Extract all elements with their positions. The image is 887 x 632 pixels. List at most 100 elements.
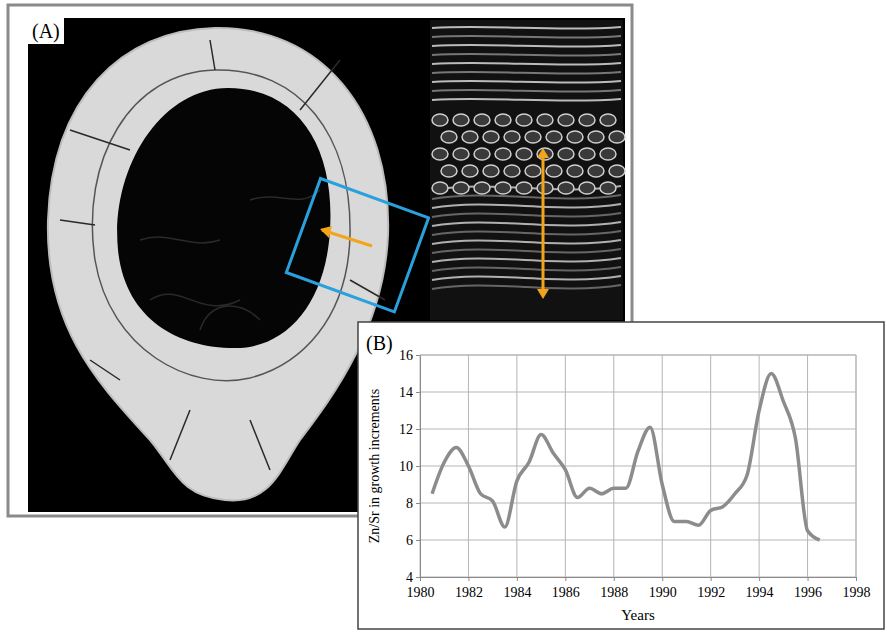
- axis-line: [421, 578, 857, 582]
- micrograph-osteon: [516, 182, 532, 194]
- micrograph-band: [432, 258, 621, 262]
- tick: 1982: [455, 577, 483, 600]
- bone-crack: [250, 420, 270, 470]
- micrograph-inset: [430, 20, 625, 320]
- tick: 14: [399, 385, 420, 400]
- micrograph-osteon: [432, 114, 448, 126]
- tick-mark: [416, 429, 420, 430]
- bone-crack: [200, 306, 260, 330]
- x-axis-title: Years: [621, 607, 655, 623]
- micrograph-osteon: [525, 131, 541, 143]
- grid-line-y: [420, 540, 856, 541]
- tick-mark: [416, 355, 420, 356]
- tick: 1992: [697, 577, 725, 600]
- tick: 12: [399, 422, 420, 437]
- tick-label: 6: [406, 533, 413, 548]
- micrograph-osteon: [558, 148, 574, 160]
- tick: 16: [399, 348, 420, 363]
- medullary-cavity: [117, 88, 330, 348]
- micrograph-band: [432, 36, 621, 38]
- micrograph-band: [432, 72, 621, 74]
- micrograph-osteon: [546, 131, 562, 143]
- micrograph-osteon: [567, 131, 583, 143]
- micrograph-osteon: [600, 148, 616, 160]
- y-axis-title: Zn/Sr in growth increments: [367, 389, 382, 543]
- grid-line-y: [420, 466, 856, 467]
- micrograph-band: [432, 222, 621, 226]
- bone-crack: [210, 40, 215, 70]
- tick-label: 1980: [407, 585, 435, 600]
- inset-arrowhead: [537, 289, 549, 299]
- micrograph-osteon: [453, 148, 469, 160]
- bone-crack: [250, 190, 320, 200]
- micrograph-osteon: [588, 165, 604, 177]
- micrograph-osteon: [537, 182, 553, 194]
- micrograph-band: [432, 213, 621, 217]
- tick-mark: [517, 577, 518, 581]
- grid-line-y: [420, 392, 856, 393]
- inset-arrow: [542, 155, 545, 292]
- tick-label: 1986: [552, 585, 580, 600]
- tick-label: 4: [406, 570, 413, 585]
- tick-label: 1988: [600, 585, 628, 600]
- tick-label: 1994: [746, 585, 774, 600]
- tick-mark: [662, 577, 663, 581]
- micrograph-osteon: [462, 165, 478, 177]
- tick-mark: [416, 577, 420, 578]
- plot-frame: [856, 355, 857, 577]
- tick-label: 1992: [697, 585, 725, 600]
- micrograph-osteon: [483, 165, 499, 177]
- tick: 10: [399, 459, 420, 474]
- micrograph-osteon: [495, 114, 511, 126]
- micrograph-band: [432, 54, 621, 56]
- tick-mark: [808, 577, 809, 581]
- micrograph-osteon: [474, 182, 490, 194]
- micrograph-osteon: [609, 131, 625, 143]
- micrograph-osteon: [567, 165, 583, 177]
- micrograph-osteon: [432, 182, 448, 194]
- tick: 1990: [649, 577, 677, 600]
- micrograph-band: [432, 276, 621, 280]
- tick-label: 1998: [843, 585, 871, 600]
- data-line: [432, 374, 820, 541]
- tick-label: 16: [399, 348, 413, 363]
- tick: 1998: [843, 577, 871, 600]
- micrograph-osteon: [441, 131, 457, 143]
- micrograph-osteon: [504, 131, 520, 143]
- tick-label: 10: [399, 459, 413, 474]
- micrograph-osteon: [600, 182, 616, 194]
- tick-mark: [759, 577, 760, 581]
- tick: 8: [406, 496, 420, 511]
- panel-label: (B): [366, 332, 393, 355]
- bone-section: [48, 28, 388, 501]
- tick-label: 1996: [794, 585, 822, 600]
- tick-label: 1982: [455, 585, 483, 600]
- tick-mark: [416, 466, 420, 467]
- tick: 1994: [746, 577, 774, 600]
- grid-line-y: [420, 429, 856, 430]
- panel-label: (A): [32, 20, 60, 43]
- bone-crack: [60, 220, 95, 225]
- tick-mark: [416, 503, 420, 504]
- micrograph-osteon: [579, 114, 595, 126]
- panel-b-frame: [358, 322, 884, 629]
- tick-mark: [856, 577, 857, 581]
- tick-label: 1990: [649, 585, 677, 600]
- micrograph-osteon: [579, 182, 595, 194]
- tick: 4: [406, 570, 420, 585]
- micrograph-osteon: [525, 165, 541, 177]
- micrograph-osteon: [537, 148, 553, 160]
- y-axis: 4 6 8 10 12 14 16: [399, 348, 421, 585]
- bone-crack: [90, 360, 120, 380]
- grid-line-y: [420, 503, 856, 504]
- micrograph-band: [432, 231, 621, 235]
- bone-crack: [300, 60, 340, 110]
- micrograph-osteon: [495, 148, 511, 160]
- micrograph-band: [432, 27, 621, 29]
- micrograph-background: [430, 20, 623, 320]
- micrograph-osteon: [453, 114, 469, 126]
- tick-label: 12: [399, 422, 413, 437]
- micrograph-osteon: [474, 148, 490, 160]
- micrograph-band: [432, 81, 621, 83]
- micrograph-band: [432, 285, 621, 289]
